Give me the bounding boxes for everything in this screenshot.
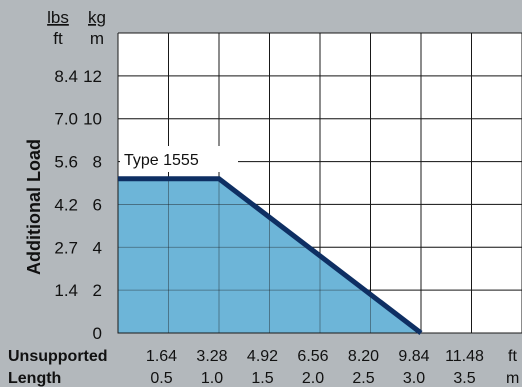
y-tick-lbsft: 4.2 xyxy=(54,195,78,214)
x-axis-label-line1: Unsupported xyxy=(8,348,108,365)
y-unit-m: m xyxy=(90,29,104,48)
x-tick-ft: 8.20 xyxy=(348,348,379,365)
y-tick-kgm: 6 xyxy=(93,195,102,214)
series-line-type-1555 xyxy=(118,176,423,335)
y-unit-kg: kg xyxy=(88,8,106,27)
grid-overlay xyxy=(118,32,522,333)
y-tick-lbsft: 5.6 xyxy=(54,153,78,172)
y-tick-kgm: 8 xyxy=(93,153,102,172)
y-tick-lbsft: 8.4 xyxy=(54,67,78,86)
x-tick-m: 1.5 xyxy=(251,370,273,387)
y-tick-kgm: 4 xyxy=(93,238,102,257)
x-tick-ft: 11.48 xyxy=(445,348,484,365)
x-tick-ft: 4.92 xyxy=(247,348,278,365)
x-unit-m: m xyxy=(506,370,519,387)
y-tick-kgm: 12 xyxy=(83,67,102,86)
y-tick-kgm: 0 xyxy=(93,324,102,343)
x-tick-m: 1.0 xyxy=(201,370,223,387)
x-tick-m: 3.0 xyxy=(403,370,425,387)
x-tick-ft: 9.84 xyxy=(398,348,429,365)
x-tick-ft: 6.56 xyxy=(297,348,328,365)
y-axis-label: Additional Load xyxy=(24,139,44,275)
y-unit-lbs: lbs xyxy=(47,8,69,27)
y-unit-ft: ft xyxy=(53,29,63,48)
y-tick-kgm: 10 xyxy=(83,110,102,129)
series-label-bg xyxy=(120,146,238,172)
y-tick-lbsft: 1.4 xyxy=(54,281,78,300)
y-tick-lbsft: 7.0 xyxy=(54,110,78,129)
x-axis-label-line2: Length xyxy=(8,370,61,387)
axis-labels: 0 2 4 6 8 10 12 1.4 2.7 4.2 5.6 7.0 8.4 lbs ft kg m Addit… xyxy=(8,8,519,387)
x-tick-m: 2.0 xyxy=(302,370,324,387)
x-tick-m: 0.5 xyxy=(150,370,172,387)
x-tick-ft: 3.28 xyxy=(196,348,227,365)
x-tick-m: 3.5 xyxy=(453,370,475,387)
x-unit-ft: ft xyxy=(508,348,517,365)
series-label: Type 1555 xyxy=(124,152,199,169)
x-tick-m: 2.5 xyxy=(352,370,374,387)
y-tick-lbsft: 2.7 xyxy=(54,238,78,257)
x-tick-ft: 1.64 xyxy=(146,348,177,365)
y-tick-kgm: 2 xyxy=(93,281,102,300)
